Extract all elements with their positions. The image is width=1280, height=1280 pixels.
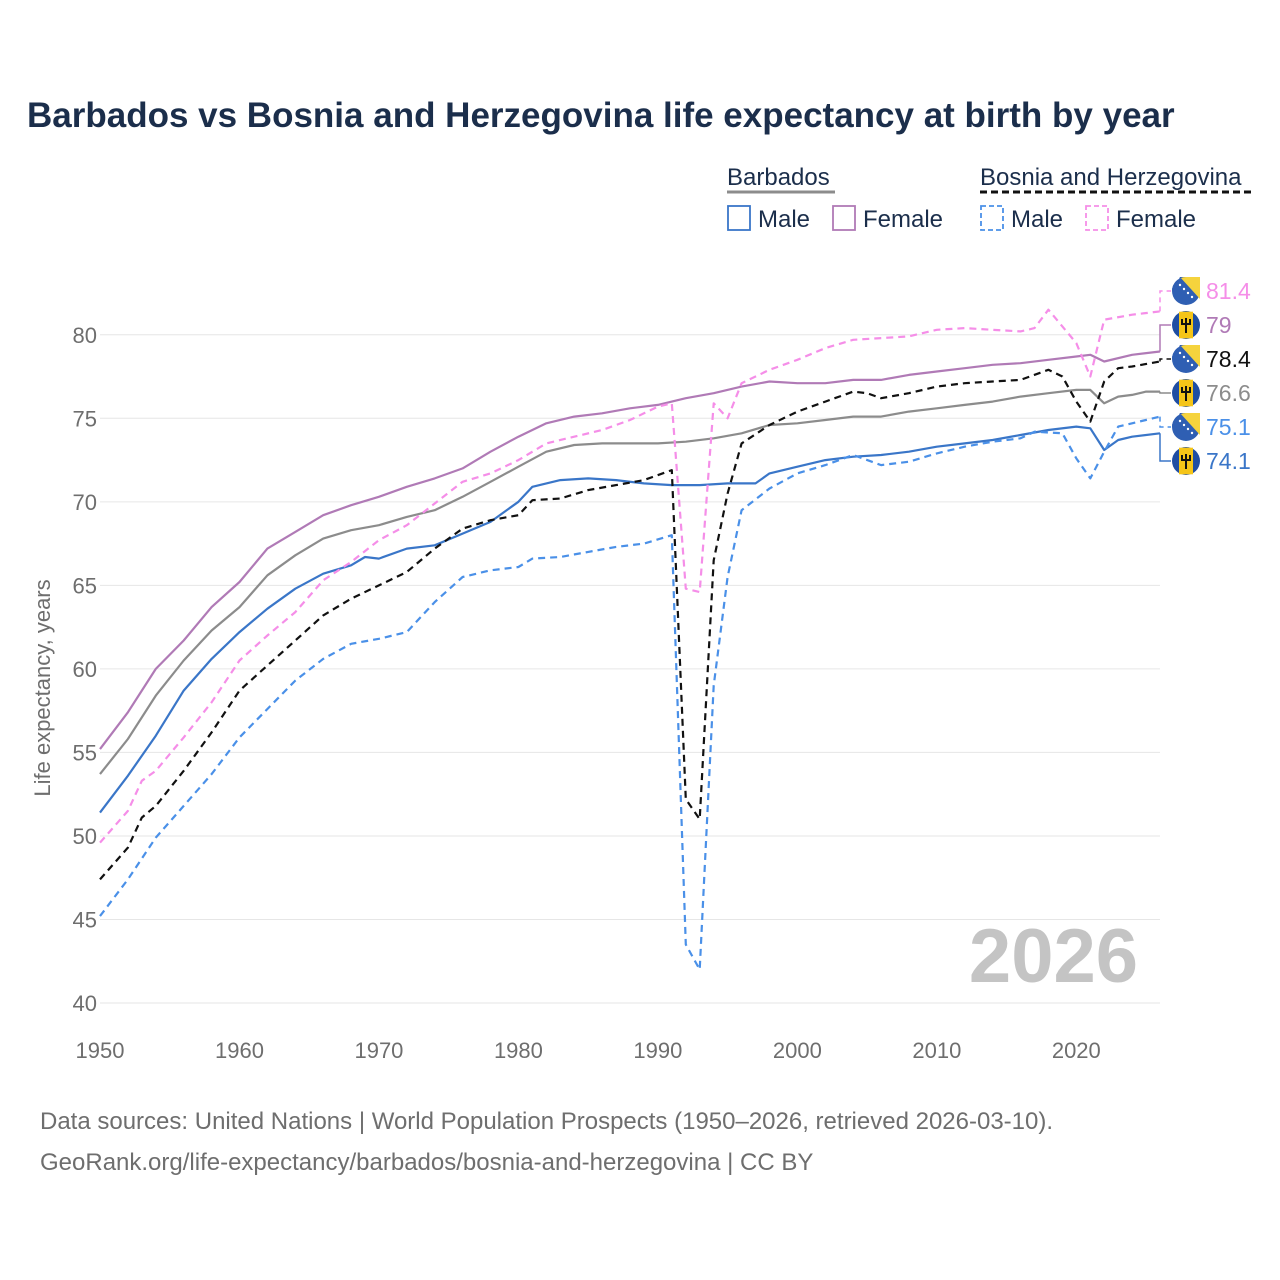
bosnia-flag-icon [1172,345,1200,373]
end-connector-barbados-female [1159,324,1171,352]
end-connector-bosnia-and-herzegovina-total [1159,358,1171,362]
end-connector-bosnia-and-herzegovina-female [1159,290,1171,312]
legend: Barbados Male Female Bosnia and Herzegovina… [727,164,1254,233]
legend-swatch [980,205,1004,231]
end-value-label: 75.1 [1206,414,1251,440]
chart-title: Barbados vs Bosnia and Herzegovina life … [27,96,1175,135]
end-connector-barbados-total [1159,391,1171,394]
legend-swatch [727,205,751,231]
end-labels: 81.4 79 78.4 76.6 75.1 74.1 [1159,277,1251,475]
y-tick-label: 60 [73,657,97,682]
series-line-bosnia-and-herzegovina-male [99,415,1161,971]
y-tick-label: 45 [73,907,97,932]
end-value-label: 81.4 [1206,278,1251,304]
gridlines [100,334,1160,1004]
legend-swatch [832,205,856,231]
series-lines [99,308,1161,971]
legend-item-label: Male [1011,206,1063,233]
end-value-label: 74.1 [1206,448,1251,474]
end-connector-barbados-male [1159,433,1171,462]
bosnia-flag-icon [1172,277,1200,305]
legend-group-title: Barbados [727,164,830,191]
source-line: Data sources: United Nations | World Pop… [40,1108,1054,1135]
legend-swatch [1085,205,1109,231]
source-url-line: GeoRank.org/life-expectancy/barbados/bos… [40,1149,814,1176]
legend-item-label: Female [863,206,943,233]
y-axis-title: Life expectancy, years [30,579,55,796]
y-tick-label: 75 [73,406,97,431]
end-value-label: 76.6 [1206,380,1251,406]
series-line-barbados-male [99,425,1161,814]
x-tick-label: 1990 [633,1038,682,1063]
bosnia-flag-icon [1172,413,1200,441]
x-tick-label: 1970 [354,1038,403,1063]
barbados-flag-icon [1172,311,1200,339]
barbados-flag-icon [1172,379,1200,407]
y-tick-label: 50 [73,824,97,849]
x-tick-label: 1960 [215,1038,264,1063]
series-line-barbados-female [99,350,1161,750]
y-tick-label: 40 [73,991,97,1016]
y-tick-label: 65 [73,573,97,598]
x-tick-label: 2000 [773,1038,822,1063]
legend-group-title: Bosnia and Herzegovina [980,164,1242,191]
axes: 40 45 50 55 60 65 70 75 80 1950 1960 1970 1980 1990 20… [30,323,1101,1063]
x-tick-label: 1980 [494,1038,543,1063]
x-tick-label: 2010 [912,1038,961,1063]
series-line-bosnia-and-herzegovina-female [99,308,1161,844]
y-tick-label: 80 [73,323,97,348]
legend-item-label: Female [1116,206,1196,233]
end-value-label: 78.4 [1206,346,1251,372]
end-connector-bosnia-and-herzegovina-male [1159,416,1171,428]
y-tick-label: 70 [73,490,97,515]
series-line-barbados-total [99,388,1160,775]
y-tick-label: 55 [73,740,97,765]
barbados-flag-icon [1172,447,1200,475]
year-watermark: 2026 [969,914,1138,999]
legend-item-label: Male [758,206,810,233]
x-tick-label: 2020 [1052,1038,1101,1063]
line-chart: 40 45 50 55 60 65 70 75 80 1950 1960 1970 1980 1990 20… [30,164,1254,1063]
x-tick-label: 1950 [76,1038,125,1063]
end-value-label: 79 [1206,312,1232,338]
